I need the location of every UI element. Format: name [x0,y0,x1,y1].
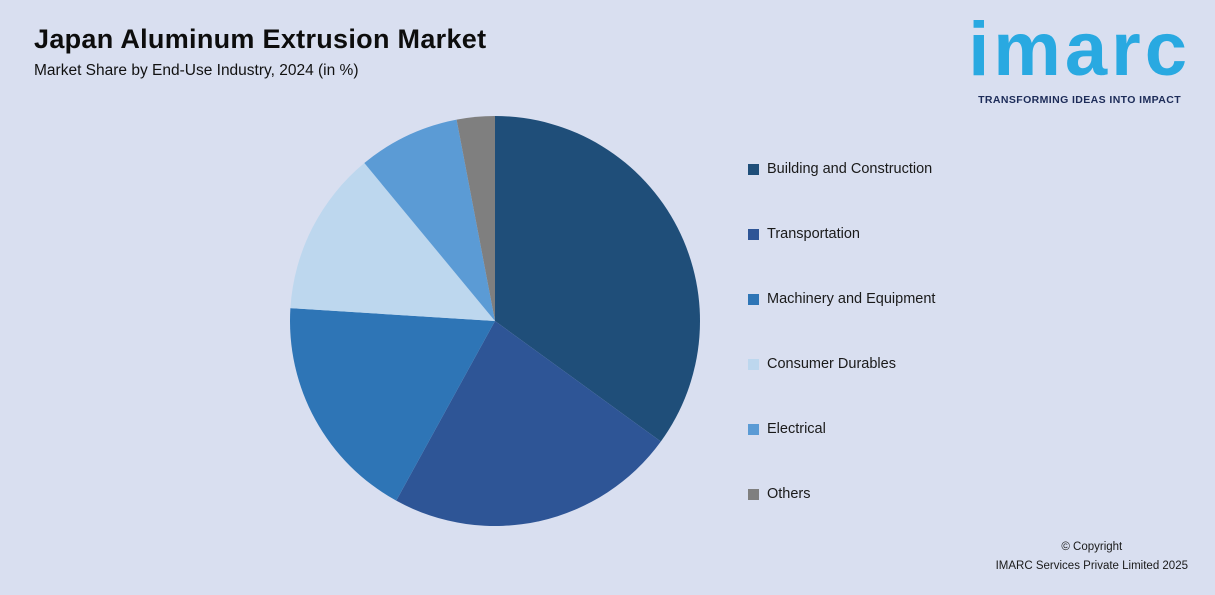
legend-item-electrical: Electrical [748,421,935,437]
legend-item-others: Others [748,486,935,502]
imarc-logo-tagline: TRANSFORMING IDEAS INTO IMPACT [978,93,1182,106]
pie-slice-machinery-and-equipment [289,308,495,501]
legend-label: Machinery and Equipment [767,291,936,307]
page-title: Japan Aluminum Extrusion Market [34,24,487,54]
legend: Building and Construction Transportation… [748,161,935,502]
legend-item-transportation: Transportation [748,226,935,242]
legend-swatch-building-and-construction [748,163,759,175]
legend-label: Consumer Durables [767,356,896,372]
copyright: © Copyright IMARC Services Private Limit… [996,538,1188,576]
pie-chart-svg [289,116,701,526]
pie-slice-electrical [364,119,495,321]
copyright-line2: IMARC Services Private Limited 2025 [995,560,1188,573]
legend-item-consumer-durables: Consumer Durables [748,356,935,372]
pie-slice-consumer-durables [290,163,495,321]
legend-label: Electrical [767,421,826,437]
pie-chart [289,115,701,527]
imarc-logo-wordmark: imarc [968,7,1191,92]
imarc-logo: imarc TRANSFORMING IDEAS INTO IMPACT [968,10,1191,106]
legend-swatch-others [748,488,759,500]
legend-label: Building and Construction [767,161,933,177]
legend-item-machinery-and-equipment: Machinery and Equipment [748,291,935,307]
legend-swatch-consumer-durables [748,358,759,370]
copyright-line1: © Copyright [1061,541,1123,554]
pie-slice-transportation [396,321,661,526]
legend-swatch-machinery-and-equipment [748,293,759,305]
legend-swatch-electrical [748,423,759,435]
legend-label: Others [767,486,811,502]
legend-swatch-transportation [748,228,759,240]
pie-slice-others [456,116,495,321]
pie-slice-building-and-construction [495,116,701,442]
legend-label: Transportation [767,226,860,242]
page-subtitle: Market Share by End-Use Industry, 2024 (… [34,62,359,79]
legend-item-building-and-construction: Building and Construction [748,161,935,177]
header: Japan Aluminum Extrusion Market Market S… [34,24,486,80]
